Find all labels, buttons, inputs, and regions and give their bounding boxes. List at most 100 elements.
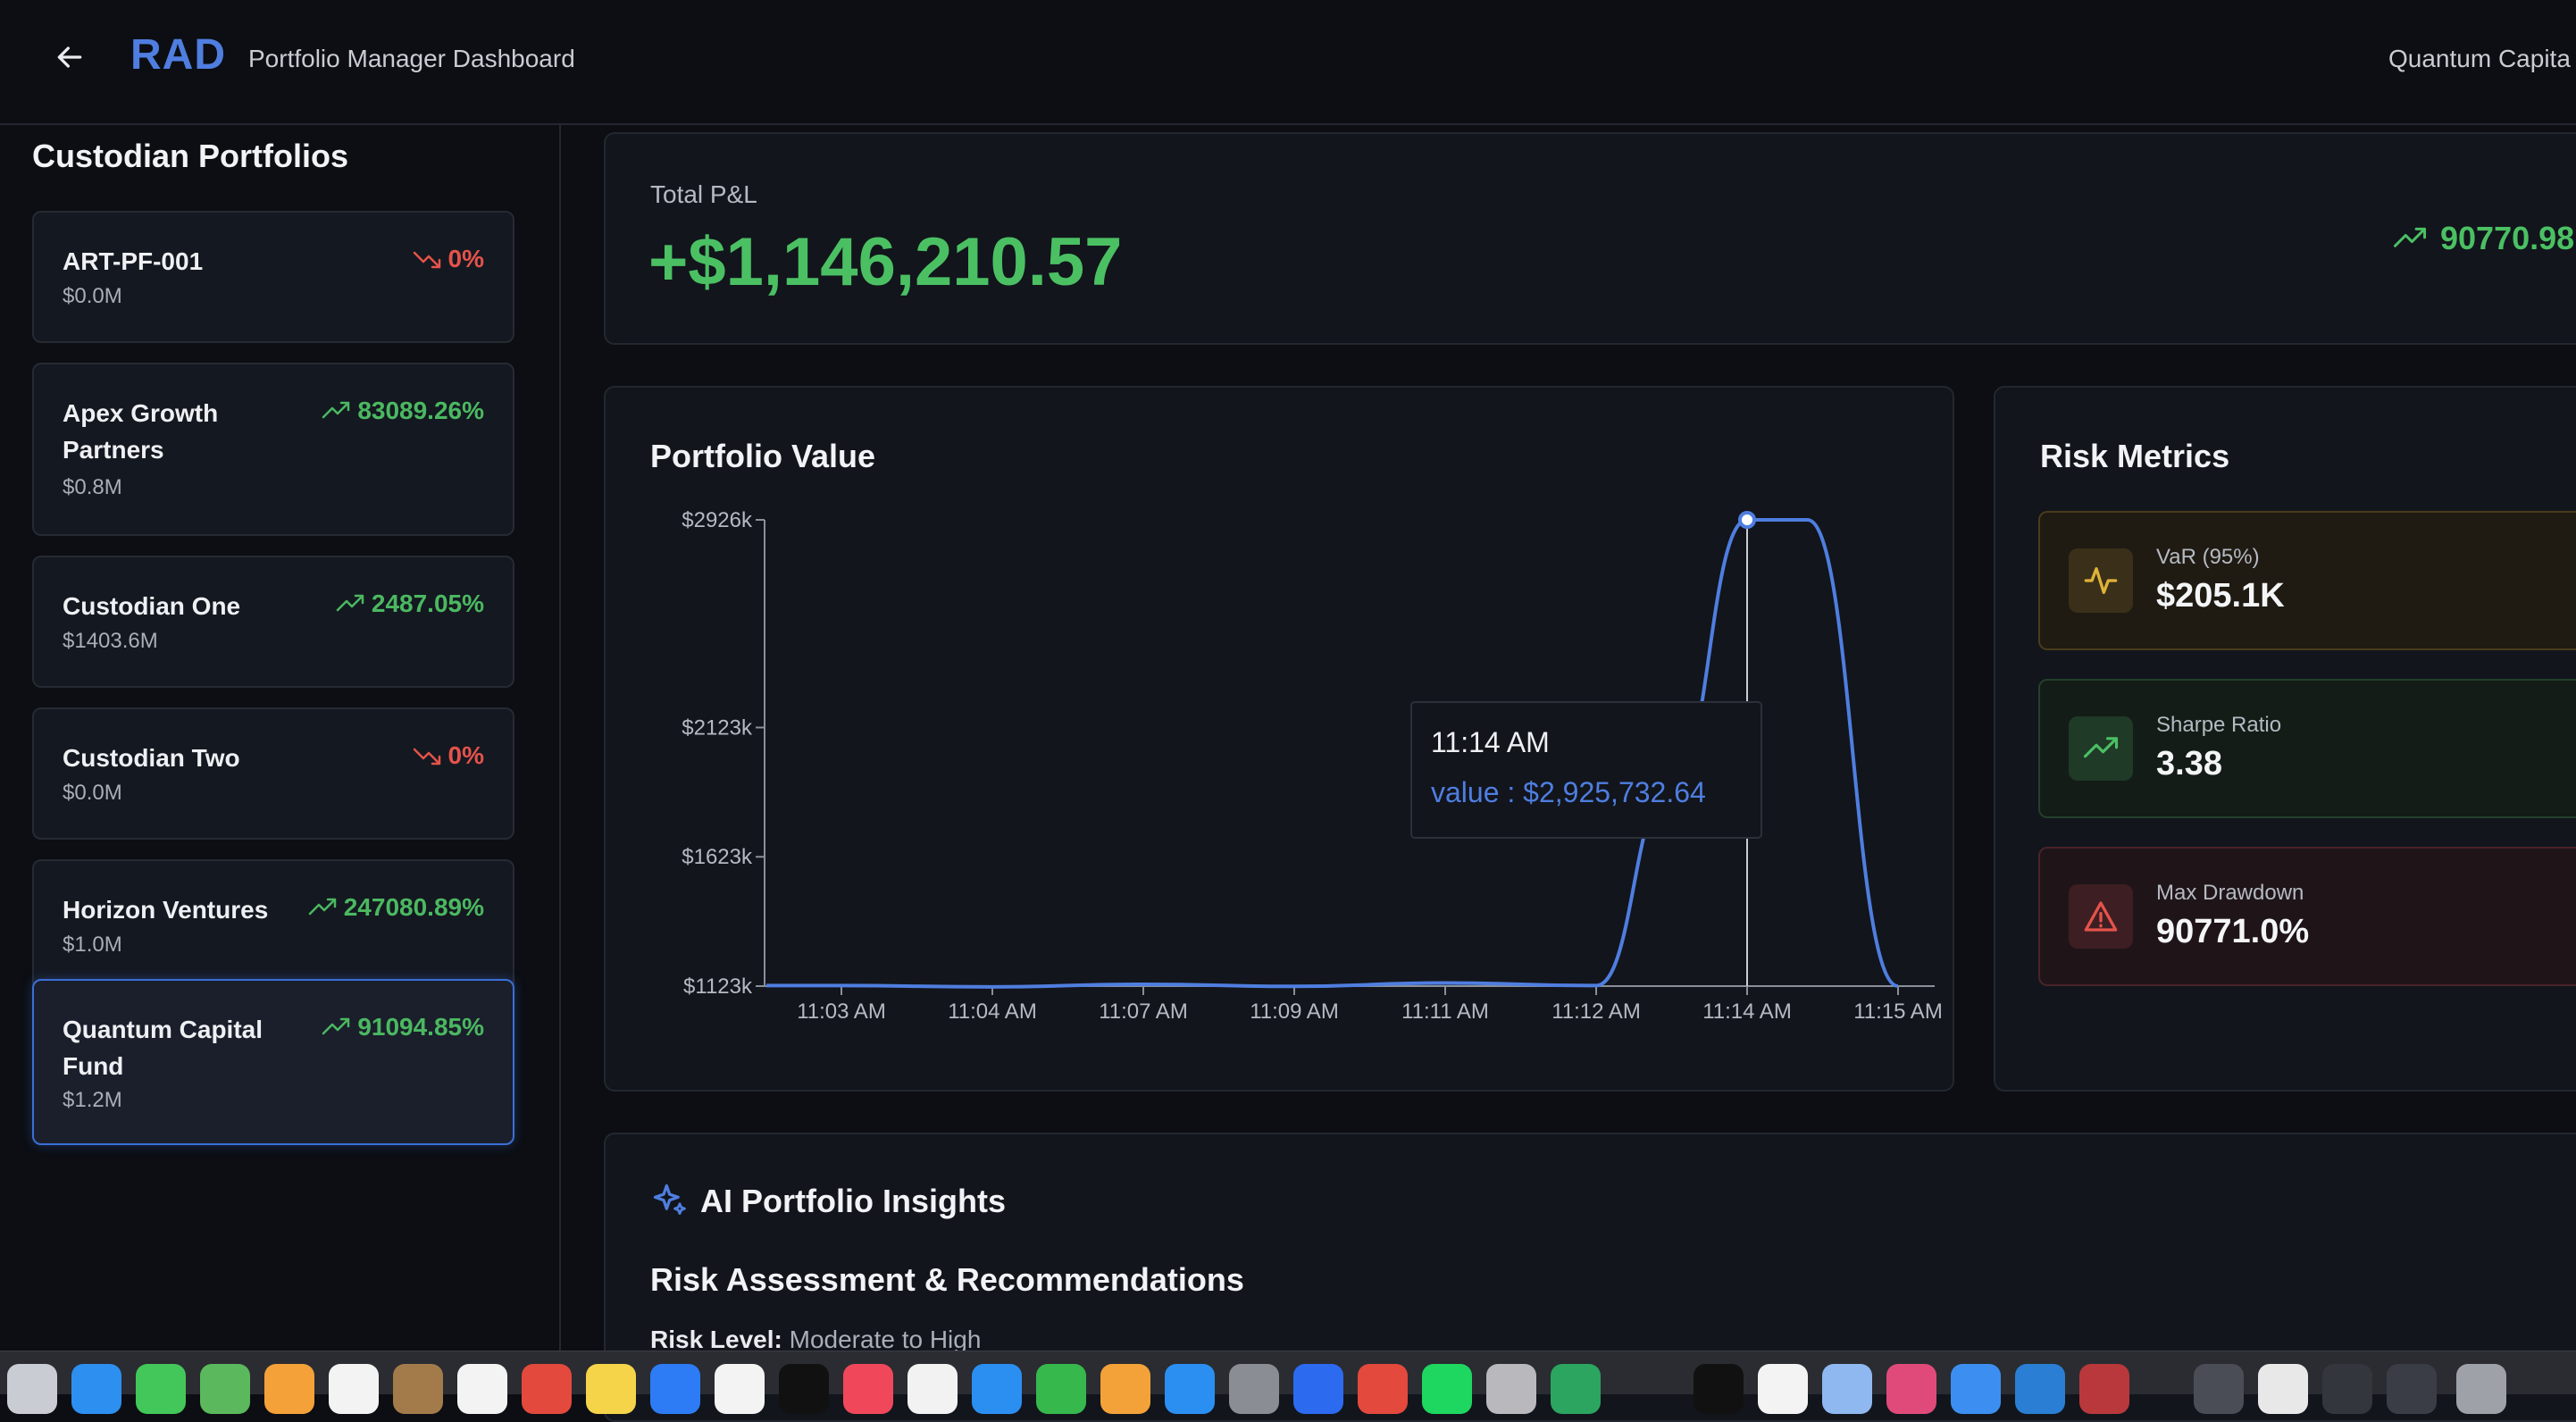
- trending-down-icon: [413, 748, 440, 765]
- portfolio-name: Horizon Ventures: [63, 896, 269, 924]
- intellij-icon[interactable]: [1886, 1364, 1936, 1414]
- portfolio-card-custodian-one[interactable]: Custodian One $1403.6M 2487.05%: [32, 556, 514, 688]
- x-tick-label: 11:04 AM: [948, 1000, 1037, 1024]
- portfolio-card-apex-growth-partners[interactable]: Apex Growth Partners $0.8M 83089.26%: [32, 363, 514, 536]
- risk-level: Risk Level: Moderate to High: [650, 1326, 981, 1354]
- news-icon[interactable]: [907, 1364, 958, 1414]
- ai-insights-title: AI Portfolio Insights: [700, 1183, 1006, 1219]
- x-tick-label: 11:03 AM: [797, 1000, 886, 1024]
- xcode-icon[interactable]: [1951, 1364, 2001, 1414]
- portfolio-value: $0.0M: [63, 284, 122, 308]
- trash-icon[interactable]: [2456, 1364, 2506, 1414]
- portfolio-name: Apex Growth Partners: [63, 399, 219, 464]
- chart-title: Portfolio Value: [650, 438, 876, 474]
- metric-label: VaR (95%): [2156, 545, 2260, 569]
- iphone-mirroring-icon[interactable]: [1486, 1364, 1536, 1414]
- portfolio-value: $1.0M: [63, 933, 122, 957]
- chrome-icon[interactable]: [522, 1364, 572, 1414]
- metric-max-drawdown: Max Drawdown 90771.0%: [2038, 847, 2576, 986]
- maps-icon[interactable]: [200, 1364, 250, 1414]
- photos-icon[interactable]: [264, 1364, 314, 1414]
- portfolio-card-horizon-ventures[interactable]: Horizon Ventures $1.0M 247080.89%: [32, 859, 514, 991]
- x-tick-label: 11:12 AM: [1551, 1000, 1641, 1024]
- portfolio-card-custodian-two[interactable]: Custodian Two $0.0M 0%: [32, 707, 514, 840]
- zoom-icon[interactable]: [650, 1364, 700, 1414]
- numbers-icon[interactable]: [1036, 1364, 1086, 1414]
- freeform-icon[interactable]: [715, 1364, 765, 1414]
- portfolio-name: Custodian One: [63, 592, 241, 620]
- portfolio-value: $0.8M: [63, 475, 122, 499]
- risk-assessment-heading: Risk Assessment & Recommendations: [650, 1261, 1244, 1298]
- terminal-icon[interactable]: [1694, 1364, 1744, 1414]
- portfolio-value: $1403.6M: [63, 629, 158, 653]
- portfolio-card-art-pf-001[interactable]: ART-PF-001 $0.0M 0%: [32, 211, 514, 343]
- github-desktop-icon[interactable]: [1551, 1364, 1601, 1414]
- y-tick-label: $2123k: [682, 715, 753, 740]
- portfolio-card-quantum-capital-fund[interactable]: Quantum Capital Fund $1.2M 91094.85%: [32, 979, 514, 1145]
- portfolio-name: ART-PF-001: [63, 247, 204, 275]
- sparkles-icon: [653, 1184, 686, 1216]
- sidebar-title: Custodian Portfolios: [32, 138, 348, 174]
- vscode-icon[interactable]: [2015, 1364, 2065, 1414]
- risk-metrics-card: Risk Metrics VaR (95%) $205.1K Sharpe Ra…: [1994, 386, 2576, 1092]
- preview-icon[interactable]: [1822, 1364, 1872, 1414]
- system-settings-icon[interactable]: [1229, 1364, 1279, 1414]
- app-store-icon[interactable]: [1165, 1364, 1215, 1414]
- sidebar: Custodian Portfolios ART-PF-001 $0.0M 0%…: [0, 125, 561, 1351]
- metric-var: VaR (95%) $205.1K: [2038, 511, 2576, 650]
- total-pnl-label: Total P&L: [650, 180, 757, 208]
- trending-up-icon: [2069, 716, 2133, 781]
- y-tick-label: $1123k: [683, 974, 753, 999]
- music-icon[interactable]: [843, 1364, 893, 1414]
- portfolio-change: 2487.05%: [336, 590, 484, 618]
- portfolio-name: Custodian Two: [63, 744, 240, 772]
- activity-icon: [2069, 548, 2133, 613]
- messages-icon[interactable]: [136, 1364, 186, 1414]
- portfolio-name: Quantum Capital Fund: [63, 1016, 263, 1080]
- portfolio-value-line: [766, 518, 1899, 989]
- x-tick-label: 11:15 AM: [1853, 1000, 1943, 1024]
- notes-icon[interactable]: [586, 1364, 636, 1414]
- portfolio-value: $0.0M: [63, 781, 122, 805]
- x-tick-label: 11:14 AM: [1702, 1000, 1792, 1024]
- trending-up-icon: [308, 898, 336, 916]
- top-bar: RAD Portfolio Manager Dashboard Quantum …: [0, 0, 2576, 125]
- system-dock: [0, 1351, 2576, 1414]
- total-pnl-change: 90770.98: [2392, 220, 2574, 257]
- tooltip-time: 11:14 AM: [1431, 726, 1550, 758]
- recent-window-icon[interactable]: [2387, 1364, 2437, 1414]
- tooltip-value: value : $2,925,732.64: [1431, 776, 1706, 808]
- recent-window-icon[interactable]: [2322, 1364, 2372, 1414]
- tv-icon[interactable]: [779, 1364, 829, 1414]
- metric-value: 90771.0%: [2156, 913, 2310, 950]
- recent-document-icon[interactable]: [2258, 1364, 2308, 1414]
- metric-value: 3.38: [2156, 745, 2222, 782]
- recent-window-icon[interactable]: [2194, 1364, 2244, 1414]
- chrome-icon[interactable]: [1358, 1364, 1408, 1414]
- portfolio-change: 91094.85%: [322, 1013, 484, 1041]
- dictionary-icon[interactable]: [2079, 1364, 2129, 1414]
- page-subtitle: Portfolio Manager Dashboard: [248, 45, 575, 72]
- total-pnl-card: Total P&L +$1,146,210.57 90770.98: [604, 132, 2576, 345]
- back-arrow-icon[interactable]: [52, 39, 88, 75]
- risk-metrics-title: Risk Metrics: [2040, 438, 2230, 474]
- pages-icon[interactable]: [1100, 1364, 1150, 1414]
- roblox-icon[interactable]: [1293, 1364, 1343, 1414]
- calendar-icon[interactable]: [329, 1364, 379, 1414]
- x-tick-label: 11:07 AM: [1099, 1000, 1188, 1024]
- trending-down-icon: [413, 251, 440, 269]
- x-tick-label: 11:09 AM: [1250, 1000, 1339, 1024]
- reminders-icon[interactable]: [457, 1364, 507, 1414]
- spotify-icon[interactable]: [1422, 1364, 1472, 1414]
- portfolio-value-chart[interactable]: $1123k $1623k $2123k $2926k 11:03 AM 11:04 AM…: [606, 388, 1953, 1090]
- safari-icon[interactable]: [71, 1364, 121, 1414]
- alert-triangle-icon: [2069, 884, 2133, 949]
- contacts-icon[interactable]: [393, 1364, 443, 1414]
- portfolio-change: 247080.89%: [308, 893, 484, 922]
- capcut-icon[interactable]: [1758, 1364, 1808, 1414]
- portfolio-value: $1.2M: [63, 1088, 122, 1112]
- app-logo[interactable]: RAD: [130, 31, 226, 79]
- keynote-icon[interactable]: [972, 1364, 1022, 1414]
- launchpad-icon[interactable]: [7, 1364, 57, 1414]
- portfolio-change: 0%: [413, 741, 484, 770]
